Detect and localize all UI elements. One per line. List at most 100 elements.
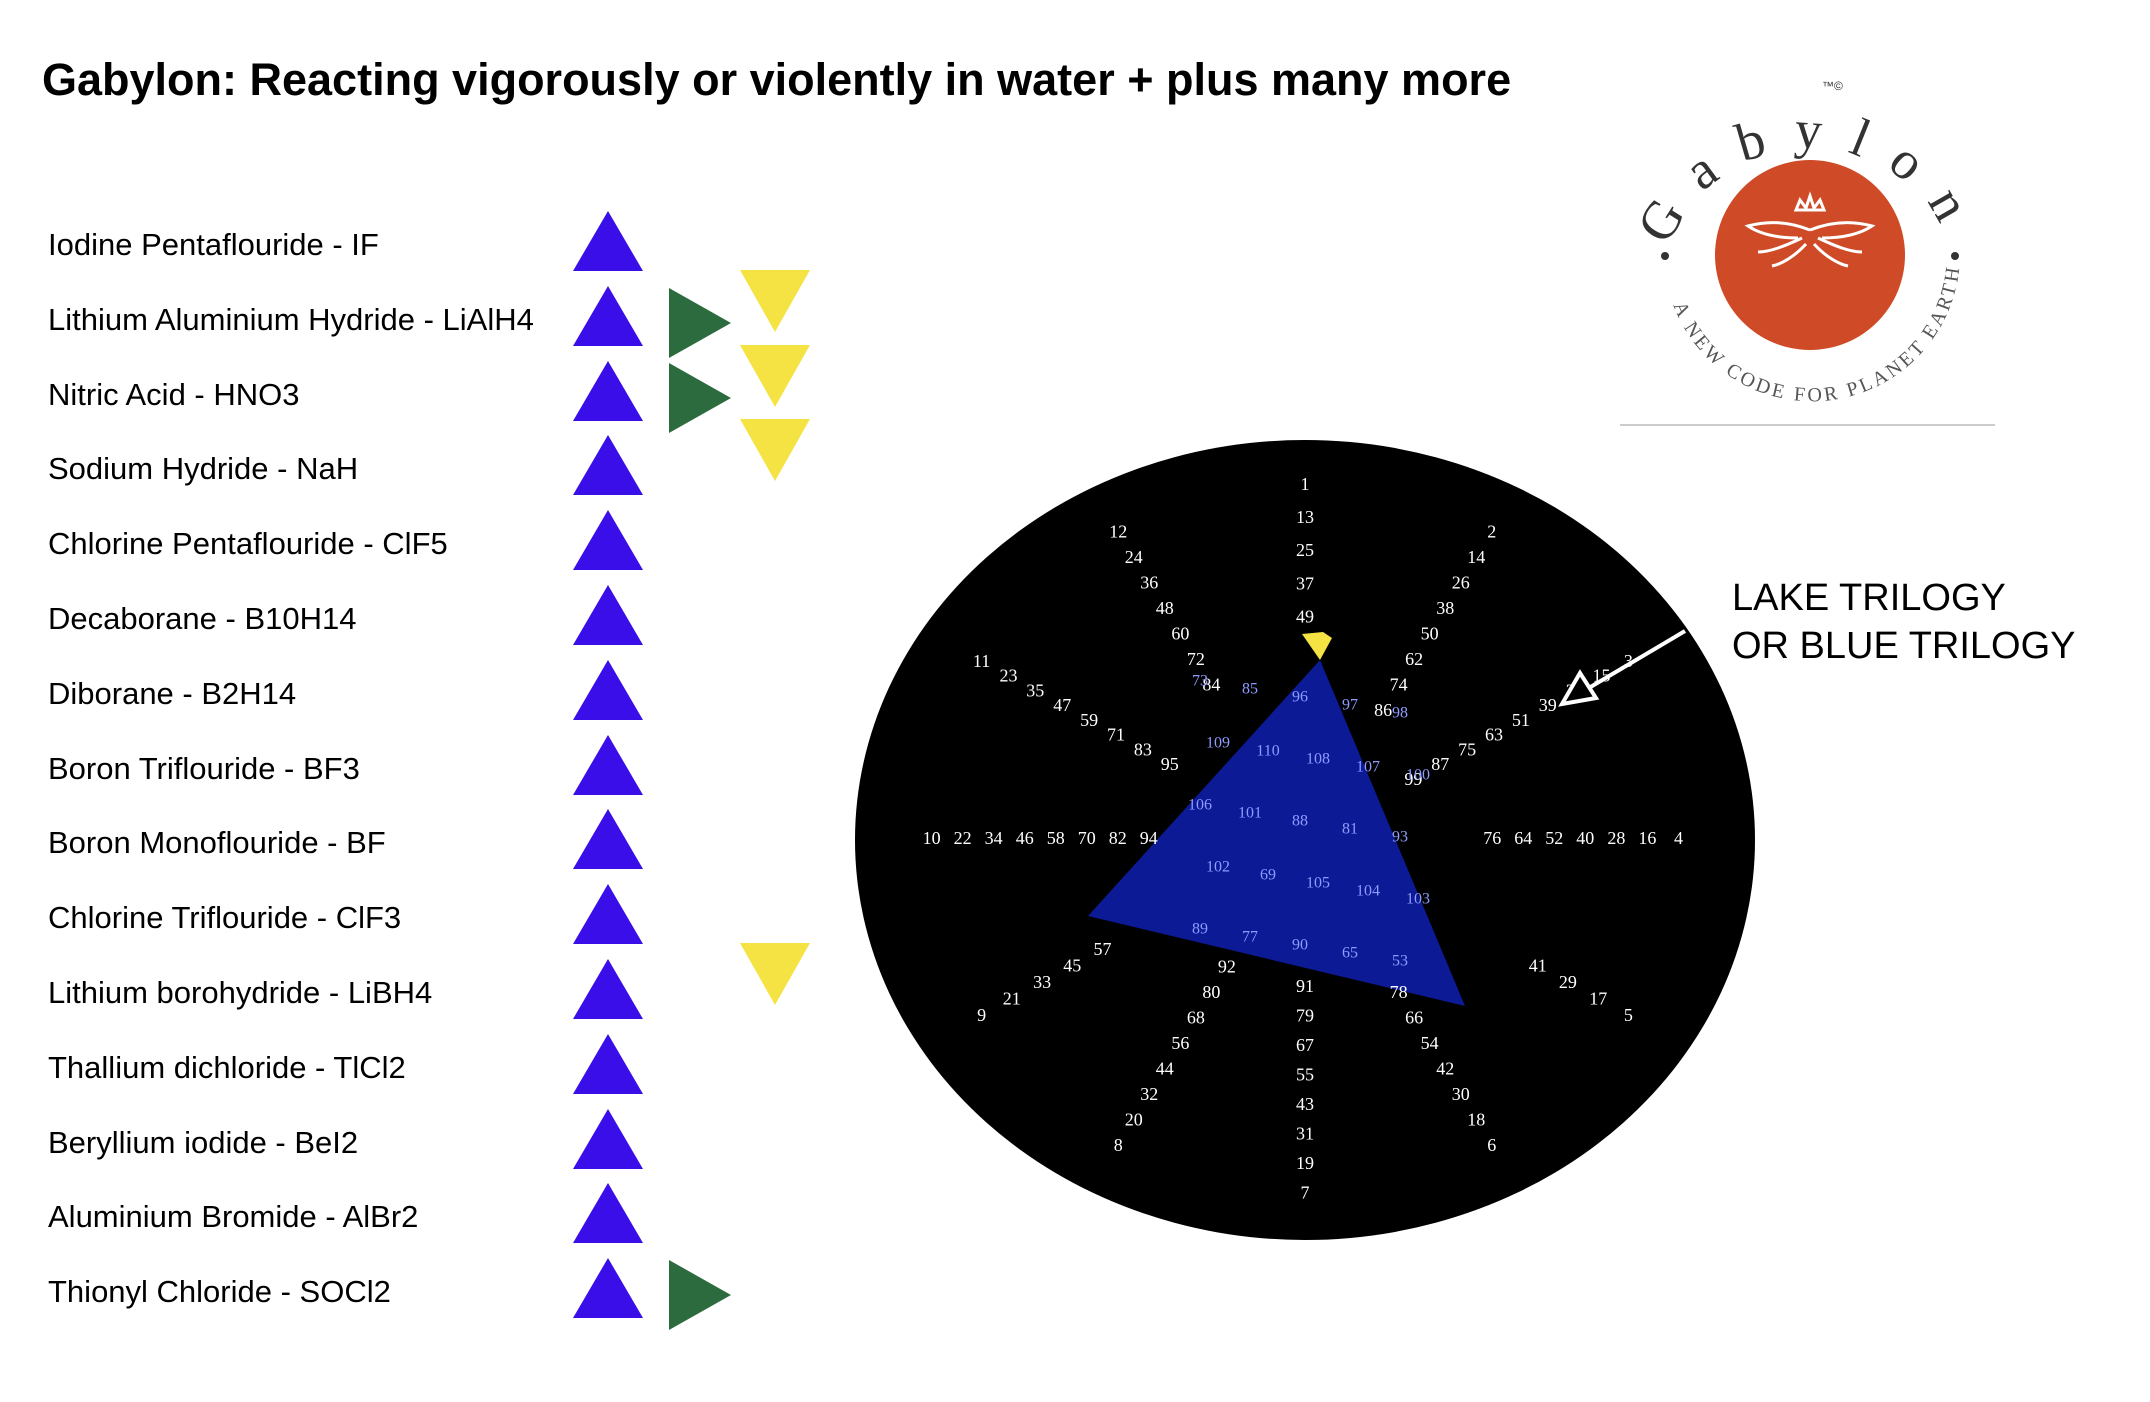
wheel-number: 66 <box>1405 1007 1423 1027</box>
yellow-down-triangle-icon <box>740 344 810 407</box>
wheel-number: 48 <box>1156 598 1174 618</box>
blue-up-triangle-icon <box>573 809 643 870</box>
wheel-number: 92 <box>1218 956 1236 976</box>
compound-label: Boron Triflouride - BF3 <box>48 750 360 786</box>
wheel-number: 84 <box>1202 674 1220 694</box>
compound-label: Boron Monoflouride - BF <box>48 825 386 861</box>
blue-up-triangle-icon <box>573 884 643 945</box>
wheel-number: 82 <box>1109 828 1127 848</box>
wheel-inner-number: 106 <box>1188 797 1212 814</box>
wheel-number: 75 <box>1458 739 1476 759</box>
wheel-number: 12 <box>1109 521 1127 541</box>
yellow-down-triangle-icon <box>740 943 810 1005</box>
wheel-number: 43 <box>1296 1094 1314 1114</box>
wheel-number: 95 <box>1161 754 1179 774</box>
wheel-number: 64 <box>1514 828 1532 848</box>
wheel-inner-number: 110 <box>1256 743 1279 760</box>
wheel-number: 4 <box>1674 828 1683 848</box>
wheel-inner-number: 81 <box>1342 821 1358 838</box>
compound-label: Diborane - B2H14 <box>48 675 297 711</box>
wheel-number: 54 <box>1421 1033 1439 1053</box>
wheel-number: 55 <box>1296 1065 1314 1085</box>
wheel-number: 9 <box>977 1005 986 1025</box>
callout-line1: LAKE TRILOGY <box>1732 577 2006 619</box>
wheel-number: 86 <box>1374 700 1392 720</box>
compound-list: Iodine Pentaflouride - IF Lithium Alumini… <box>0 0 900 1402</box>
wheel-inner-number: 90 <box>1292 937 1308 954</box>
wheel-number: 13 <box>1296 507 1314 527</box>
wheel-number: 56 <box>1171 1033 1189 1053</box>
wheel-number: 39 <box>1539 695 1557 715</box>
wheel-number: 91 <box>1296 976 1314 996</box>
logo-circle <box>1715 160 1905 350</box>
wheel-number: 37 <box>1296 573 1314 593</box>
wheel-inner-number: 65 <box>1342 945 1358 962</box>
wheel-number: 79 <box>1296 1006 1314 1026</box>
wheel-number: 35 <box>1026 680 1044 700</box>
page-title: Gabylon: Reacting vigorously or violentl… <box>42 54 1512 105</box>
wheel-number: 72 <box>1187 649 1205 669</box>
compound-label: Beryllium iodide - BeI2 <box>48 1124 359 1160</box>
wheel-number: 71 <box>1107 725 1125 745</box>
wheel-number: 36 <box>1140 572 1158 592</box>
wheel-number: 16 <box>1638 828 1656 848</box>
wheel-number: 62 <box>1405 649 1423 669</box>
wheel-number: 67 <box>1296 1035 1314 1055</box>
green-right-triangle-icon <box>669 287 731 358</box>
yellow-apex <box>1302 632 1332 660</box>
wheel-number: 76 <box>1483 828 1501 848</box>
wheel-number: 40 <box>1576 828 1594 848</box>
callout-arrow <box>1558 629 1687 707</box>
wheel-number: 28 <box>1607 828 1625 848</box>
wheel-number: 30 <box>1452 1084 1470 1104</box>
wheel-number: 57 <box>1094 939 1112 959</box>
wheel-inner-number: 89 <box>1192 921 1208 938</box>
wheel-inner-number: 73 <box>1192 673 1208 690</box>
gabylon-logo: Gabylon A NEW CODE FOR PLANET EARTH ™© <box>1620 79 1995 426</box>
wheel-inner-number: 98 <box>1392 705 1408 722</box>
wheel-inner-number: 88 <box>1292 813 1308 830</box>
wheel-inner-number: 109 <box>1206 735 1230 752</box>
number-wheel: 1132537492142638506274863152739516375879… <box>855 440 1755 1240</box>
wheel-number: 15 <box>1593 666 1611 686</box>
wheel-number: 2 <box>1487 521 1496 541</box>
wheel-number: 70 <box>1078 828 1096 848</box>
wheel-number: 94 <box>1140 828 1158 848</box>
green-right-triangle-icon <box>669 362 731 433</box>
wheel-number: 74 <box>1390 674 1408 694</box>
wheel-inner-number: 69 <box>1260 867 1276 884</box>
wheel-number: 5 <box>1624 1005 1633 1025</box>
wheel-inner-number: 85 <box>1242 681 1258 698</box>
wheel-number: 46 <box>1016 828 1034 848</box>
wheel-number: 42 <box>1436 1058 1454 1078</box>
wheel-number: 8 <box>1114 1135 1123 1155</box>
wheel-number: 58 <box>1047 828 1065 848</box>
yellow-down-triangle-icon <box>740 419 810 482</box>
wheel-number: 52 <box>1545 828 1563 848</box>
wheel-number: 63 <box>1485 725 1503 745</box>
wheel-number: 17 <box>1589 989 1607 1009</box>
wheel-inner-number: 53 <box>1392 953 1408 970</box>
wheel-number: 18 <box>1467 1109 1485 1129</box>
wheel-number: 44 <box>1156 1058 1174 1078</box>
wheel-number: 38 <box>1436 598 1454 618</box>
blue-up-triangle-icon <box>573 435 643 496</box>
wheel-inner-number: 93 <box>1392 829 1408 846</box>
wheel-number: 11 <box>973 651 990 671</box>
blue-up-triangle-icon <box>573 211 643 271</box>
wheel-number: 60 <box>1171 623 1189 643</box>
wheel-inner-number: 103 <box>1406 891 1430 908</box>
wheel-number: 59 <box>1080 710 1098 730</box>
blue-up-triangle-icon <box>573 959 643 1019</box>
yellow-down-triangle-icon <box>740 269 810 332</box>
wheel-inner-number: 105 <box>1306 875 1330 892</box>
compound-label: Sodium Hydride - NaH <box>48 451 359 487</box>
blue-up-triangle-icon <box>573 510 643 571</box>
compound-label: Nitric Acid - HNO3 <box>48 376 300 412</box>
wheel-number: 33 <box>1033 972 1051 992</box>
compound-label: Chlorine Triflouride - ClF3 <box>48 900 402 936</box>
wheel-number: 50 <box>1421 623 1439 643</box>
wheel-number: 78 <box>1390 982 1408 1002</box>
wheel-inner-number: 102 <box>1206 859 1230 876</box>
wheel-number: 47 <box>1053 695 1071 715</box>
